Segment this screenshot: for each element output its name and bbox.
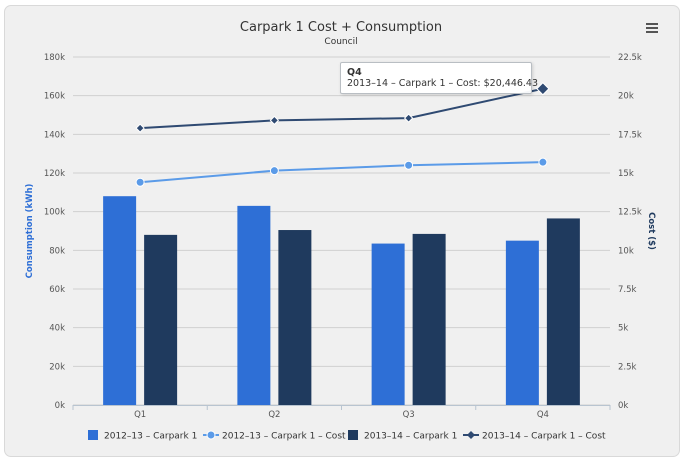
y-left-tick-label: 180k <box>44 53 65 63</box>
y-right-tick-label: 5k <box>618 324 628 334</box>
bar-2013-14-q3 <box>412 233 446 405</box>
y-left-tick-label: 20k <box>49 362 65 372</box>
legend-symbol <box>348 430 358 440</box>
y-right-tick-label: 20k <box>618 92 634 102</box>
y-left-tick-label: 0k <box>55 401 65 411</box>
chart-tooltip: Q4 2013–14 – Carpark 1 – Cost: $20,446.4… <box>340 62 539 94</box>
legend-symbol <box>88 430 98 440</box>
point-2013-14-cost-q2 <box>269 115 280 126</box>
legend-label: 2012–13 – Carpark 1 – Cost <box>222 432 346 442</box>
y-left-tick-label: 80k <box>49 246 65 256</box>
tooltip-title: Q4 <box>347 67 362 78</box>
bar-2013-14-q2 <box>278 230 312 405</box>
point-2012-13-cost-q1 <box>135 177 145 187</box>
x-tick-label: Q1 <box>134 410 146 420</box>
y-right-tick-label: 17.5k <box>618 130 642 140</box>
y-right-axis-title: Cost ($) <box>646 212 656 250</box>
legend-symbol-marker <box>467 431 475 439</box>
bar-2012-13-q4 <box>505 240 539 405</box>
point-2013-14-cost-q1 <box>135 123 145 133</box>
point-2013-14-cost-q4 <box>536 82 550 96</box>
bar-2013-14-q1 <box>144 234 178 405</box>
point-2013-14-cost-q3 <box>403 113 414 123</box>
legend-label: 2012–13 – Carpark 1 <box>104 432 197 442</box>
legend-label: 2013–14 – Carpark 1 <box>364 432 457 442</box>
x-tick-label: Q2 <box>268 410 280 420</box>
point-2012-13-cost-q3 <box>404 160 414 170</box>
bar-2012-13-q3 <box>371 243 405 405</box>
y-right-tick-label: 12.5k <box>618 208 642 218</box>
y-left-axis-title: Consumption (kWh) <box>25 183 35 278</box>
y-right-tick-label: 0k <box>618 401 628 411</box>
legend-label: 2013–14 – Carpark 1 – Cost <box>482 432 606 442</box>
y-right-tick-label: 7.5k <box>618 285 637 295</box>
y-right-tick-label: 2.5k <box>618 362 637 372</box>
y-left-tick-label: 120k <box>44 169 65 179</box>
y-right-tick-label: 22.5k <box>618 53 642 63</box>
bar-2012-13-q1 <box>103 196 137 405</box>
y-left-tick-label: 140k <box>44 130 65 140</box>
chart-subtitle: Council <box>324 37 357 47</box>
legend-symbol-marker <box>206 430 216 440</box>
chart-title: Carpark 1 Cost + Consumption <box>240 20 442 35</box>
line-2013-14-cost <box>140 87 544 130</box>
x-tick-label: Q4 <box>537 410 549 420</box>
y-left-tick-label: 40k <box>49 324 65 334</box>
y-right-tick-label: 15k <box>618 169 634 179</box>
y-left-tick-label: 160k <box>44 92 65 102</box>
y-right-tick-label: 10k <box>618 246 634 256</box>
point-2012-13-cost-q2 <box>269 166 279 176</box>
y-left-tick-label: 60k <box>49 285 65 295</box>
bar-2013-14-q4 <box>546 218 580 405</box>
line-2012-13-cost <box>140 161 543 184</box>
tooltip-line: 2013–14 – Carpark 1 – Cost: $20,446.43 <box>347 78 539 89</box>
chart-menu-button[interactable] <box>640 17 664 39</box>
y-left-tick-label: 100k <box>44 208 65 218</box>
bar-2012-13-q2 <box>237 205 271 405</box>
x-tick-label: Q3 <box>403 410 415 420</box>
point-2012-13-cost-q4 <box>538 157 548 167</box>
